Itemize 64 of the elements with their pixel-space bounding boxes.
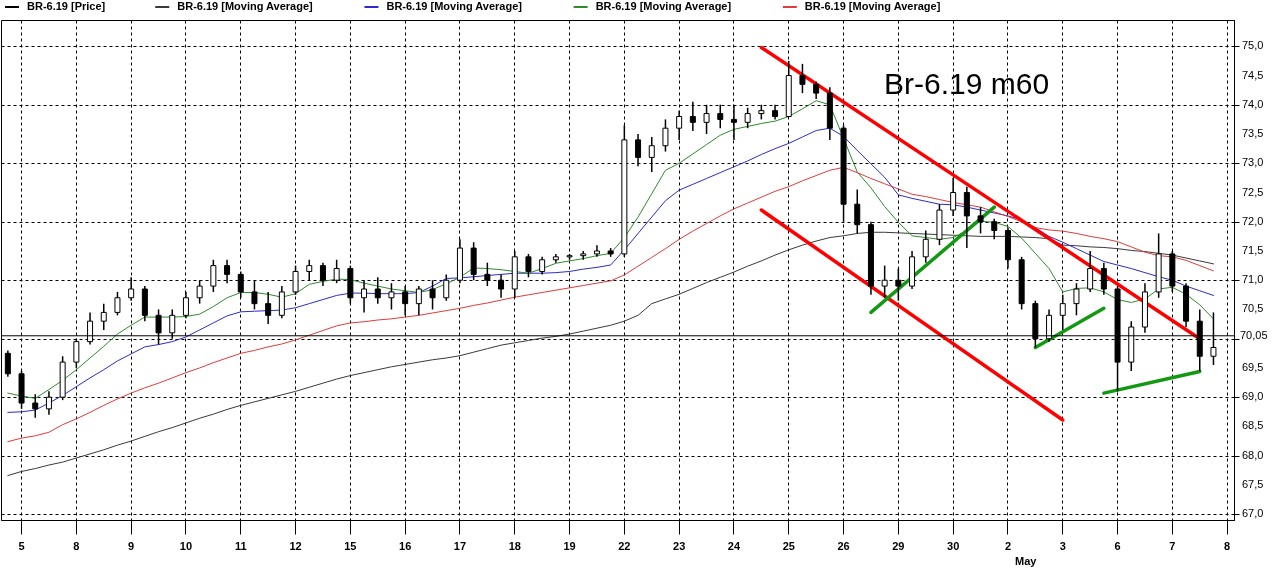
y-tick-label: 67,0 [1242, 507, 1264, 520]
candlestick [319, 261, 326, 287]
y-tick-label: 74,5 [1242, 68, 1264, 81]
candlestick [799, 63, 806, 94]
y-tick-label: 69,5 [1242, 360, 1264, 373]
y-tick-label: 72,0 [1242, 214, 1264, 227]
y-tick-label: 68,5 [1242, 419, 1264, 432]
y-tick-label: 71,0 [1242, 273, 1264, 286]
ref-line-label: 70,05 [1240, 328, 1268, 341]
x-tick-label: 11 [234, 539, 247, 552]
y-tick-label: 73,0 [1242, 156, 1264, 169]
legend-label: BR-6.19 [Moving Average] [804, 0, 941, 12]
line-series [7, 166, 1214, 443]
candlestick [415, 285, 422, 317]
candlestick [525, 253, 532, 279]
candlestick [265, 291, 272, 325]
y-tick-label: 73,5 [1242, 127, 1264, 140]
y-tick-label: 68,0 [1242, 448, 1264, 461]
text: Br-6.19 m60 [884, 67, 1050, 100]
x-tick-label: 6 [1114, 539, 1121, 552]
candlestick [4, 349, 11, 378]
x-tick-label: 22 [618, 539, 631, 552]
x-tick-label: 5 [18, 539, 25, 552]
candlestick [443, 273, 450, 302]
x-tick-label: 10 [179, 539, 193, 552]
candlestick [1073, 282, 1080, 317]
candlestick [114, 291, 121, 317]
x-tick-label: 23 [673, 539, 686, 552]
x-tick-label: 8 [73, 539, 80, 552]
x-tick-label: 15 [344, 539, 357, 552]
y-tick-label: 70,5 [1242, 302, 1264, 315]
candlestick [278, 285, 285, 319]
y-tick-label: 74,0 [1242, 97, 1264, 110]
text: May [1015, 555, 1038, 567]
y-tick-label: 69,0 [1242, 390, 1264, 403]
candlestick [662, 118, 669, 153]
x-tick-label: 7 [1169, 539, 1176, 552]
x-tick-label: 12 [289, 539, 302, 552]
x-tick-label: 2 [1004, 539, 1012, 552]
x-tick-label: 30 [947, 539, 960, 552]
x-tick-label: 25 [782, 539, 795, 552]
x-tick-label: 9 [128, 539, 135, 552]
x-tick-label: 24 [727, 539, 741, 552]
legend-label: BR-6.19 [Moving Average] [595, 0, 732, 12]
x-tick-label: 17 [453, 539, 467, 552]
y-tick-label: 67,5 [1242, 477, 1264, 490]
candlestick [922, 229, 929, 264]
candlestick [744, 106, 751, 129]
candlestick [100, 302, 107, 331]
legend-label: BR-6.19 [Moving Average] [177, 0, 314, 12]
x-tick-label: 8 [1224, 539, 1231, 552]
legend-label: BR-6.19 [Price] [27, 0, 106, 12]
x-tick-label: 29 [892, 539, 905, 552]
legend-label: BR-6.19 [Moving Average] [386, 0, 523, 12]
x-tick-label: 18 [508, 539, 521, 552]
candlestick [388, 282, 395, 311]
x-tick-label: 19 [563, 539, 576, 552]
x-tick-label: 16 [399, 539, 412, 552]
y-tick-label: 71,5 [1242, 243, 1264, 256]
line-series [7, 231, 1214, 477]
x-tick-label: 3 [1059, 539, 1066, 552]
y-tick-label: 72,5 [1242, 185, 1264, 198]
x-tick-label: 26 [837, 539, 850, 552]
y-tick-label: 75,0 [1242, 39, 1264, 52]
